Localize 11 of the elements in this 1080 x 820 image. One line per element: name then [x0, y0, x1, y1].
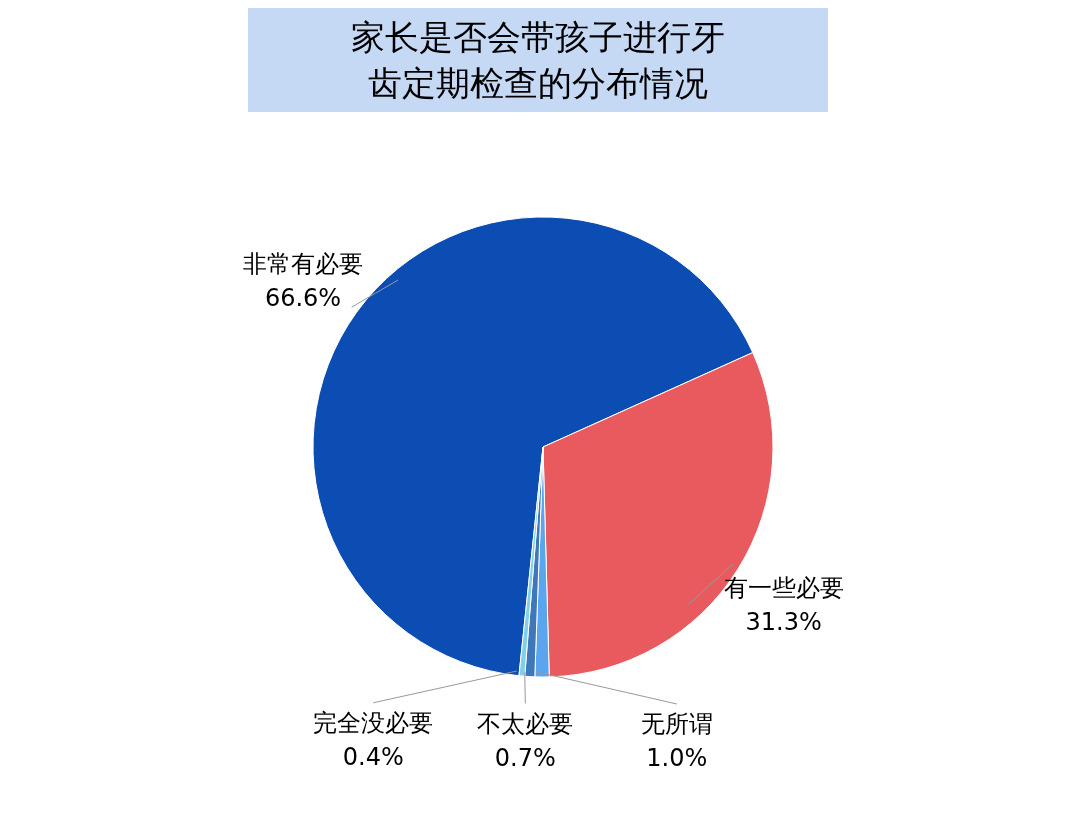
data-label: 0.7% [494, 743, 556, 772]
slice-label: 有一些必要 [723, 574, 844, 603]
slice-label: 完全没必要 [313, 708, 434, 737]
data-label: 0.4% [342, 742, 404, 771]
chart-title: 家长是否会带孩子进行牙齿定期检查的分布情况 [350, 16, 726, 105]
data-label: 66.6% [264, 284, 342, 313]
slice-label: 不太必要 [477, 709, 574, 738]
data-label: 31.3% [745, 608, 822, 637]
data-label: 1.0% [646, 744, 708, 772]
slice-label: 无所谓 [640, 710, 713, 738]
slice-label: 非常有必要 [243, 250, 364, 279]
